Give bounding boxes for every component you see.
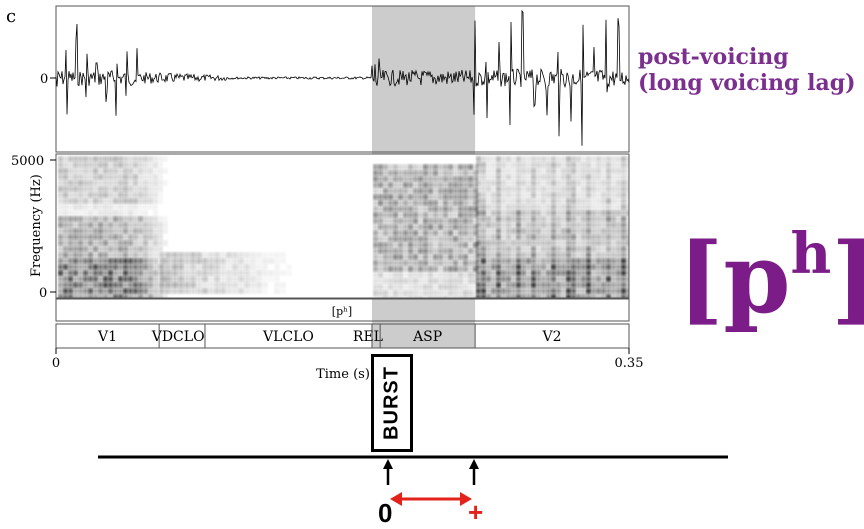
timeline-plus-label: + bbox=[468, 497, 484, 527]
spectrogram-image bbox=[58, 156, 629, 298]
phone-symbol: [ph] bbox=[678, 205, 864, 334]
segment-label-vdclo: VDCLO bbox=[151, 329, 205, 345]
segment-labels: V1 VDCLO VLCLO REL ASP V2 bbox=[97, 324, 562, 348]
phone-symbol-base: [p bbox=[678, 222, 791, 335]
phone-tier-label: [pʰ] bbox=[332, 305, 352, 318]
post-voicing-annotation: post-voicing (long voicing lag) bbox=[638, 44, 856, 96]
time-axis-start: 0 bbox=[52, 356, 60, 371]
vot-double-arrow bbox=[390, 492, 472, 506]
phone-tier bbox=[55, 298, 630, 322]
time-axis-end: 0.35 bbox=[615, 356, 644, 371]
burst-tick-arrow bbox=[383, 459, 393, 485]
timeline-zero-label: 0 bbox=[378, 498, 393, 528]
ytick-5000: 5000 bbox=[11, 154, 44, 169]
burst-box: BURST bbox=[371, 354, 413, 452]
phone-symbol-sup: h bbox=[790, 221, 832, 287]
segment-label-v2: V2 bbox=[542, 329, 562, 345]
segment-label-rel: REL bbox=[353, 329, 383, 345]
annotation-line-2: (long voicing lag) bbox=[638, 70, 856, 96]
spectrogram-frame bbox=[55, 153, 630, 299]
segment-label-v1: V1 bbox=[97, 329, 117, 345]
waveform-zero-label: 0 bbox=[40, 72, 48, 87]
segment-tier bbox=[55, 323, 630, 349]
burst-label: BURST bbox=[380, 366, 403, 440]
frequency-axis-label: Frequency (Hz) bbox=[29, 174, 44, 277]
annotation-line-1: post-voicing bbox=[638, 44, 789, 70]
segment-label-vlclo: VLCLO bbox=[262, 329, 314, 345]
waveform-trace bbox=[55, 9, 630, 146]
time-axis-label: Time (s) bbox=[316, 367, 370, 382]
phone-symbol-close: ] bbox=[831, 222, 864, 335]
segment-label-asp: ASP bbox=[412, 329, 442, 345]
voicing-onset-tick-arrow bbox=[469, 459, 479, 485]
panel-letter: c bbox=[6, 6, 17, 27]
ytick-0: 0 bbox=[39, 286, 47, 301]
